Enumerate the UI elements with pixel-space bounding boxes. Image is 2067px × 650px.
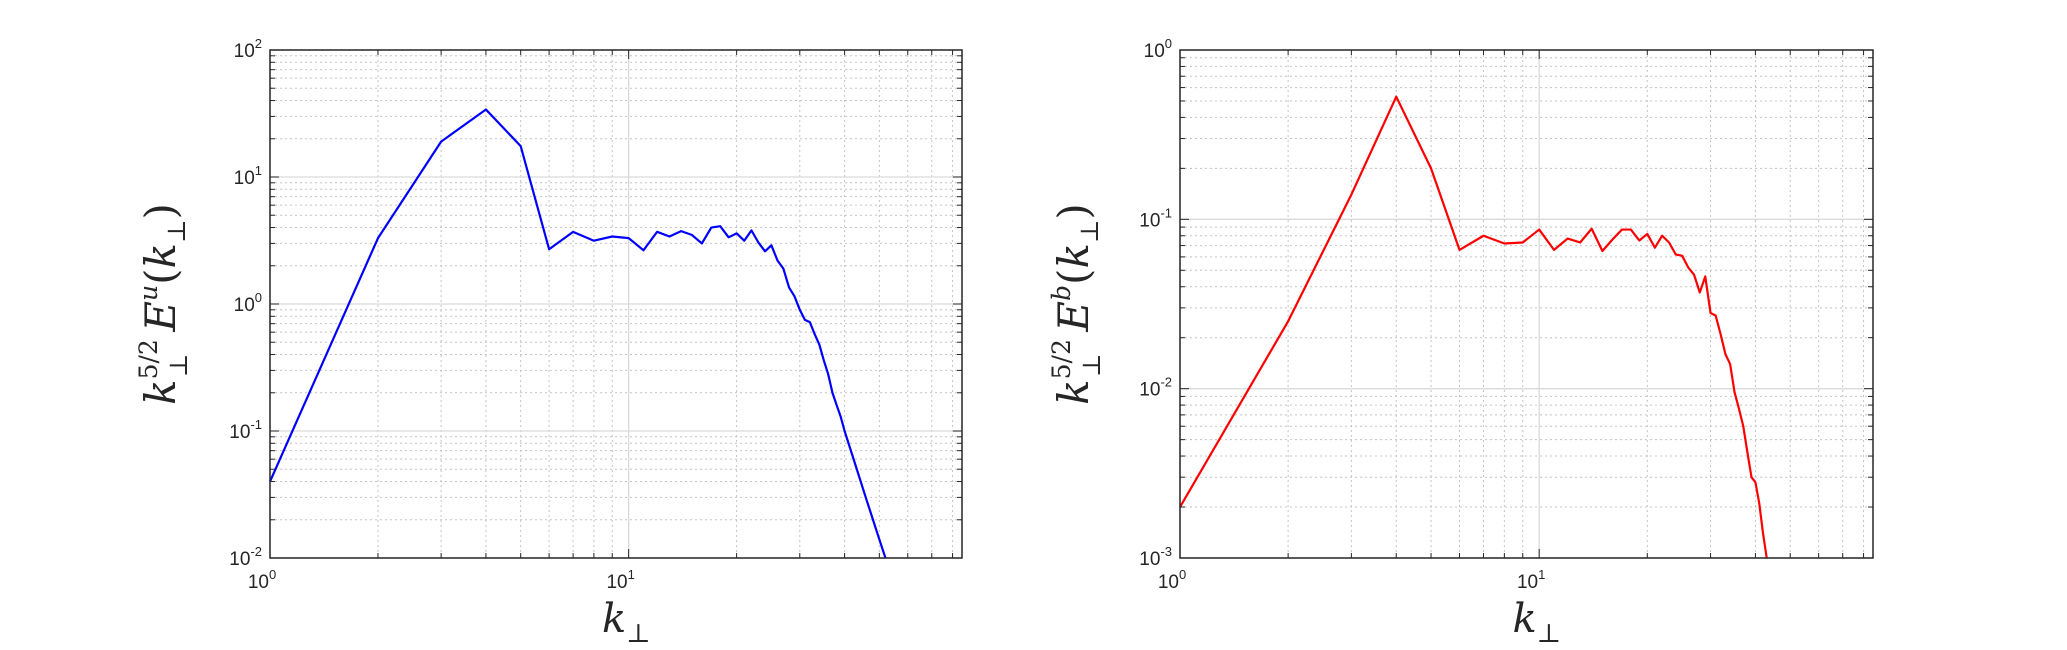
tick-base: 10 [1517,572,1538,593]
tick-exponent: -1 [250,417,262,432]
ylabel-k-superscript: 5/2 [134,339,163,379]
tick-base: 10 [234,295,255,316]
y-tick-label: 10-2 [229,544,262,570]
tick-exponent: 2 [255,36,262,51]
x-tick-label: 100 [248,567,276,593]
y-tick-label: 10-2 [1139,375,1172,401]
axes-box [1179,49,1874,559]
data-series-line [1179,95,1768,559]
y-axis-label: k5/2⊥Eu(k⊥) [134,203,193,405]
y-tick-label: 10-1 [1139,205,1172,231]
ylabel-k-subscript: ⊥ [164,354,193,378]
ylabel-arg-k: k [1049,243,1098,268]
tick-base: 10 [1139,380,1160,401]
tick-exponent: -2 [1160,375,1172,390]
ylabel-paren-close: ) [1049,203,1098,219]
tick-base: 10 [229,422,250,443]
xlabel-k: k [602,596,626,642]
tick-exponent: 1 [255,163,262,178]
tick-base: 10 [1139,549,1160,570]
tick-exponent: 0 [269,567,276,582]
tick-exponent: -3 [1160,544,1172,559]
tick-base: 10 [234,168,255,189]
y-axis-label: k5/2⊥Eb(k⊥) [1047,203,1106,405]
ylabel-paren-open: ( [136,268,185,284]
tick-base: 10 [1144,41,1165,62]
ylabel-paren-close: ) [136,203,185,219]
tick-exponent: 0 [1165,36,1172,51]
tick-marks [269,49,962,559]
xlabel-k: k [1513,596,1537,642]
x-tick-label: 101 [1517,567,1545,593]
tick-base: 10 [606,572,627,593]
tick-base: 10 [234,41,255,62]
tick-exponent: 1 [1538,567,1545,582]
ylabel-E-superscript: b [1047,285,1076,301]
x-tick-label: 100 [1158,567,1186,593]
x-axis-label: k⊥ [1513,596,1562,649]
tick-marks [1179,49,1873,559]
ylabel-E: E [1049,301,1098,333]
y-tick-label: 100 [234,290,262,316]
x-axis-label: k⊥ [602,596,651,649]
ylabel-k: k [136,379,185,404]
ylabel-arg-subscript: ⊥ [1075,220,1104,244]
ylabel-arg-k: k [136,243,185,268]
y-tick-label: 10-3 [1139,544,1172,570]
y-tick-label: 102 [234,36,262,62]
ylabel-paren-open: ( [1049,269,1098,285]
ylabel-k-subscript: ⊥ [1077,354,1106,378]
ylabel-E-superscript: u [134,285,163,301]
xlabel-sub: ⊥ [626,619,650,649]
data-series-line [268,108,887,559]
tick-exponent: 0 [255,290,262,305]
y-tick-label: 10-1 [229,417,262,443]
tick-exponent: -1 [1160,205,1172,220]
tick-base: 10 [1139,210,1160,231]
x-tick-label: 101 [606,567,634,593]
ylabel-E: E [136,301,185,333]
tick-base: 10 [1158,572,1179,593]
tick-exponent: -2 [250,544,262,559]
ylabel-k: k [1049,379,1098,404]
tick-exponent: 1 [628,567,635,582]
ylabel-k-superscript: 5/2 [1047,339,1076,379]
ylabel-arg-subscript: ⊥ [162,220,191,244]
tick-base: 10 [229,549,250,570]
y-tick-label: 100 [1144,36,1172,62]
xlabel-sub: ⊥ [1537,619,1561,649]
tick-exponent: 0 [1179,567,1186,582]
tick-base: 10 [248,572,269,593]
plot-area [1180,50,1873,558]
y-tick-label: 101 [234,163,262,189]
